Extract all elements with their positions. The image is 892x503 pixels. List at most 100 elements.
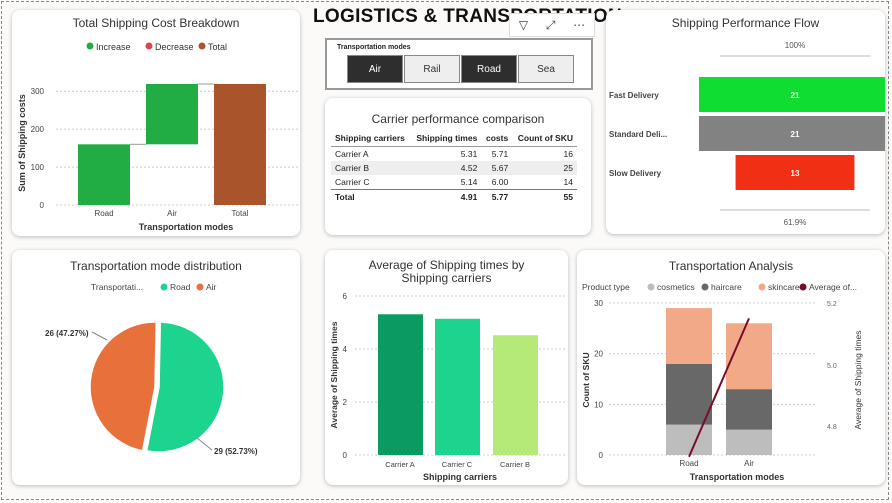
table-cell: Total: [331, 189, 411, 204]
y2-tick-label: 5.2: [827, 301, 837, 308]
funnel-category: Slow Delivery: [609, 169, 662, 178]
legend-marker: [701, 283, 709, 291]
transport-mode-slicer[interactable]: Transportation modes Air Rail Road Sea: [325, 38, 593, 90]
y-tick-label: 10: [594, 400, 603, 409]
slicer-option-sea[interactable]: Sea: [518, 55, 574, 83]
carrier-bar: [435, 318, 480, 455]
stacked-bar-segment: [666, 308, 712, 364]
table-total-row: Total 4.91 5.77 55: [331, 189, 577, 204]
funnel-top-pct: 100%: [785, 41, 805, 50]
focus-mode-icon[interactable]: ⤢: [545, 17, 556, 32]
legend-label: Average of...: [809, 282, 857, 292]
carrier-table-card[interactable]: Carrier performance comparison Shipping …: [325, 98, 591, 235]
y-tick-label: 30: [594, 299, 603, 308]
visual-header-toolbar: ▽ ⤢ ⋯: [509, 13, 595, 37]
table-cell: 55: [512, 189, 577, 204]
legend-marker: [196, 283, 204, 291]
pie-slice: [145, 321, 225, 453]
y-tick-label: 0: [40, 201, 45, 210]
table-cell: 6.00: [491, 177, 509, 187]
avg-shipping-title: Average of Shipping times by Shipping ca…: [368, 258, 525, 285]
y-tick-label: 100: [31, 163, 45, 172]
avg-shipping-chart: 0 2 4 6 Carrier A Carrier C Carrier BShipping …: [329, 292, 565, 482]
filter-icon[interactable]: ▽: [518, 18, 529, 32]
x-axis-label: Shipping carriers: [423, 472, 497, 482]
funnel-bar: [699, 116, 885, 151]
slicer-option-road[interactable]: Road: [461, 55, 517, 83]
table-cell: 4.91: [410, 189, 482, 204]
legend-label: skincare: [768, 282, 800, 292]
stacked-bar-segment: [666, 424, 712, 455]
table-header[interactable]: Shipping times: [410, 130, 482, 147]
table-cell: Carrier C: [335, 177, 370, 187]
legend-marker: [86, 42, 94, 50]
funnel-bar: [699, 77, 885, 112]
y2-tick-label: 4.8: [827, 424, 837, 431]
waterfall-bar: [78, 144, 130, 205]
table-row: Carrier C 5.14 6.00 14: [331, 175, 577, 190]
table-cell: 5.14: [460, 177, 478, 187]
legend-label: Total: [208, 42, 227, 52]
legend-marker: [198, 42, 206, 50]
table-cell: 5.71: [491, 149, 509, 159]
y-tick-label: 0: [599, 451, 604, 460]
legend-title: Product type: [582, 282, 630, 292]
slicer-option-air[interactable]: Air: [347, 55, 403, 83]
legend-label: Air: [206, 282, 217, 292]
x-tick-label: Road: [94, 209, 113, 218]
carrier-bar: [378, 314, 423, 455]
funnel-bar: [735, 155, 855, 190]
table-header[interactable]: Count of SKU: [512, 130, 577, 147]
transport-analysis-card[interactable]: Transportation Analysis Product type cosm…: [577, 250, 885, 485]
legend-marker: [647, 283, 655, 291]
funnel-chart: 100% 21 Fast Delivery 21 Standard Deli... 13 S…: [609, 41, 885, 227]
y2-axis-label: Average of Shipping times: [853, 330, 863, 429]
y-axis-label: Average of Shipping times: [329, 321, 339, 428]
table-header[interactable]: costs: [481, 130, 513, 147]
waterfall-bar: [146, 84, 198, 145]
pie-data-label: 29 (52.73%): [214, 447, 258, 456]
x-tick-label: Air: [167, 209, 177, 218]
x-tick-label: Road: [679, 459, 698, 468]
stacked-bar-segment: [726, 389, 772, 430]
y-tick-label: 300: [31, 87, 45, 96]
pie-leader-line: [196, 437, 213, 451]
legend-marker: [160, 283, 168, 291]
table-header[interactable]: Shipping carriers: [331, 130, 411, 147]
more-options-icon[interactable]: ⋯: [573, 18, 586, 32]
y2-tick-label: 5.0: [827, 363, 837, 370]
waterfall-chart: Increase Decrease Total 0 100 200 300 Road Air To…: [17, 42, 300, 232]
y-tick-label: 2: [343, 398, 348, 407]
slicer-option-rail[interactable]: Rail: [404, 55, 460, 83]
x-tick-label: Carrier B: [500, 460, 530, 469]
pie-leader-line: [91, 331, 108, 341]
mode-distribution-card[interactable]: Transportation mode distribution Transpo…: [12, 250, 300, 485]
avg-shipping-card[interactable]: Average of Shipping times by Shipping ca…: [325, 250, 568, 485]
table-cell: Carrier A: [335, 149, 369, 159]
legend-label: haircare: [711, 282, 742, 292]
carrier-table: Shipping carriers Shipping times costs Coun…: [331, 130, 577, 204]
y-tick-label: 4: [343, 345, 348, 354]
waterfall-bar: [214, 84, 266, 205]
stacked-bar-segment: [666, 363, 712, 425]
analysis-chart: Product type cosmetics haircare skincare Ave…: [581, 282, 863, 482]
x-tick-label: Total: [232, 209, 249, 218]
y-axis-label: Count of SKU: [581, 352, 591, 407]
stacked-bar-segment: [726, 429, 772, 455]
y-tick-label: 200: [31, 125, 45, 134]
table-cell: 25: [512, 161, 577, 175]
x-tick-label: Carrier C: [442, 460, 473, 469]
pie-chart: Transportati... Road Air 29 (52.73%) 26 (47.…: [45, 282, 258, 456]
legend-marker: [145, 42, 153, 50]
x-axis-label: Transportation modes: [139, 222, 234, 232]
funnel-value: 21: [791, 91, 800, 100]
shipping-cost-card[interactable]: Total Shipping Cost Breakdown Increase De…: [12, 10, 300, 236]
table-cell: Carrier B: [331, 161, 411, 175]
legend-label: cosmetics: [657, 282, 695, 292]
table-cell: 5.77: [481, 189, 513, 204]
funnel-value: 13: [791, 169, 800, 178]
table-cell: 14: [563, 177, 573, 187]
carrier-table-title: Carrier performance comparison: [371, 112, 545, 126]
shipping-performance-card[interactable]: Shipping Performance Flow 100% 21 Fast Del…: [606, 10, 885, 234]
